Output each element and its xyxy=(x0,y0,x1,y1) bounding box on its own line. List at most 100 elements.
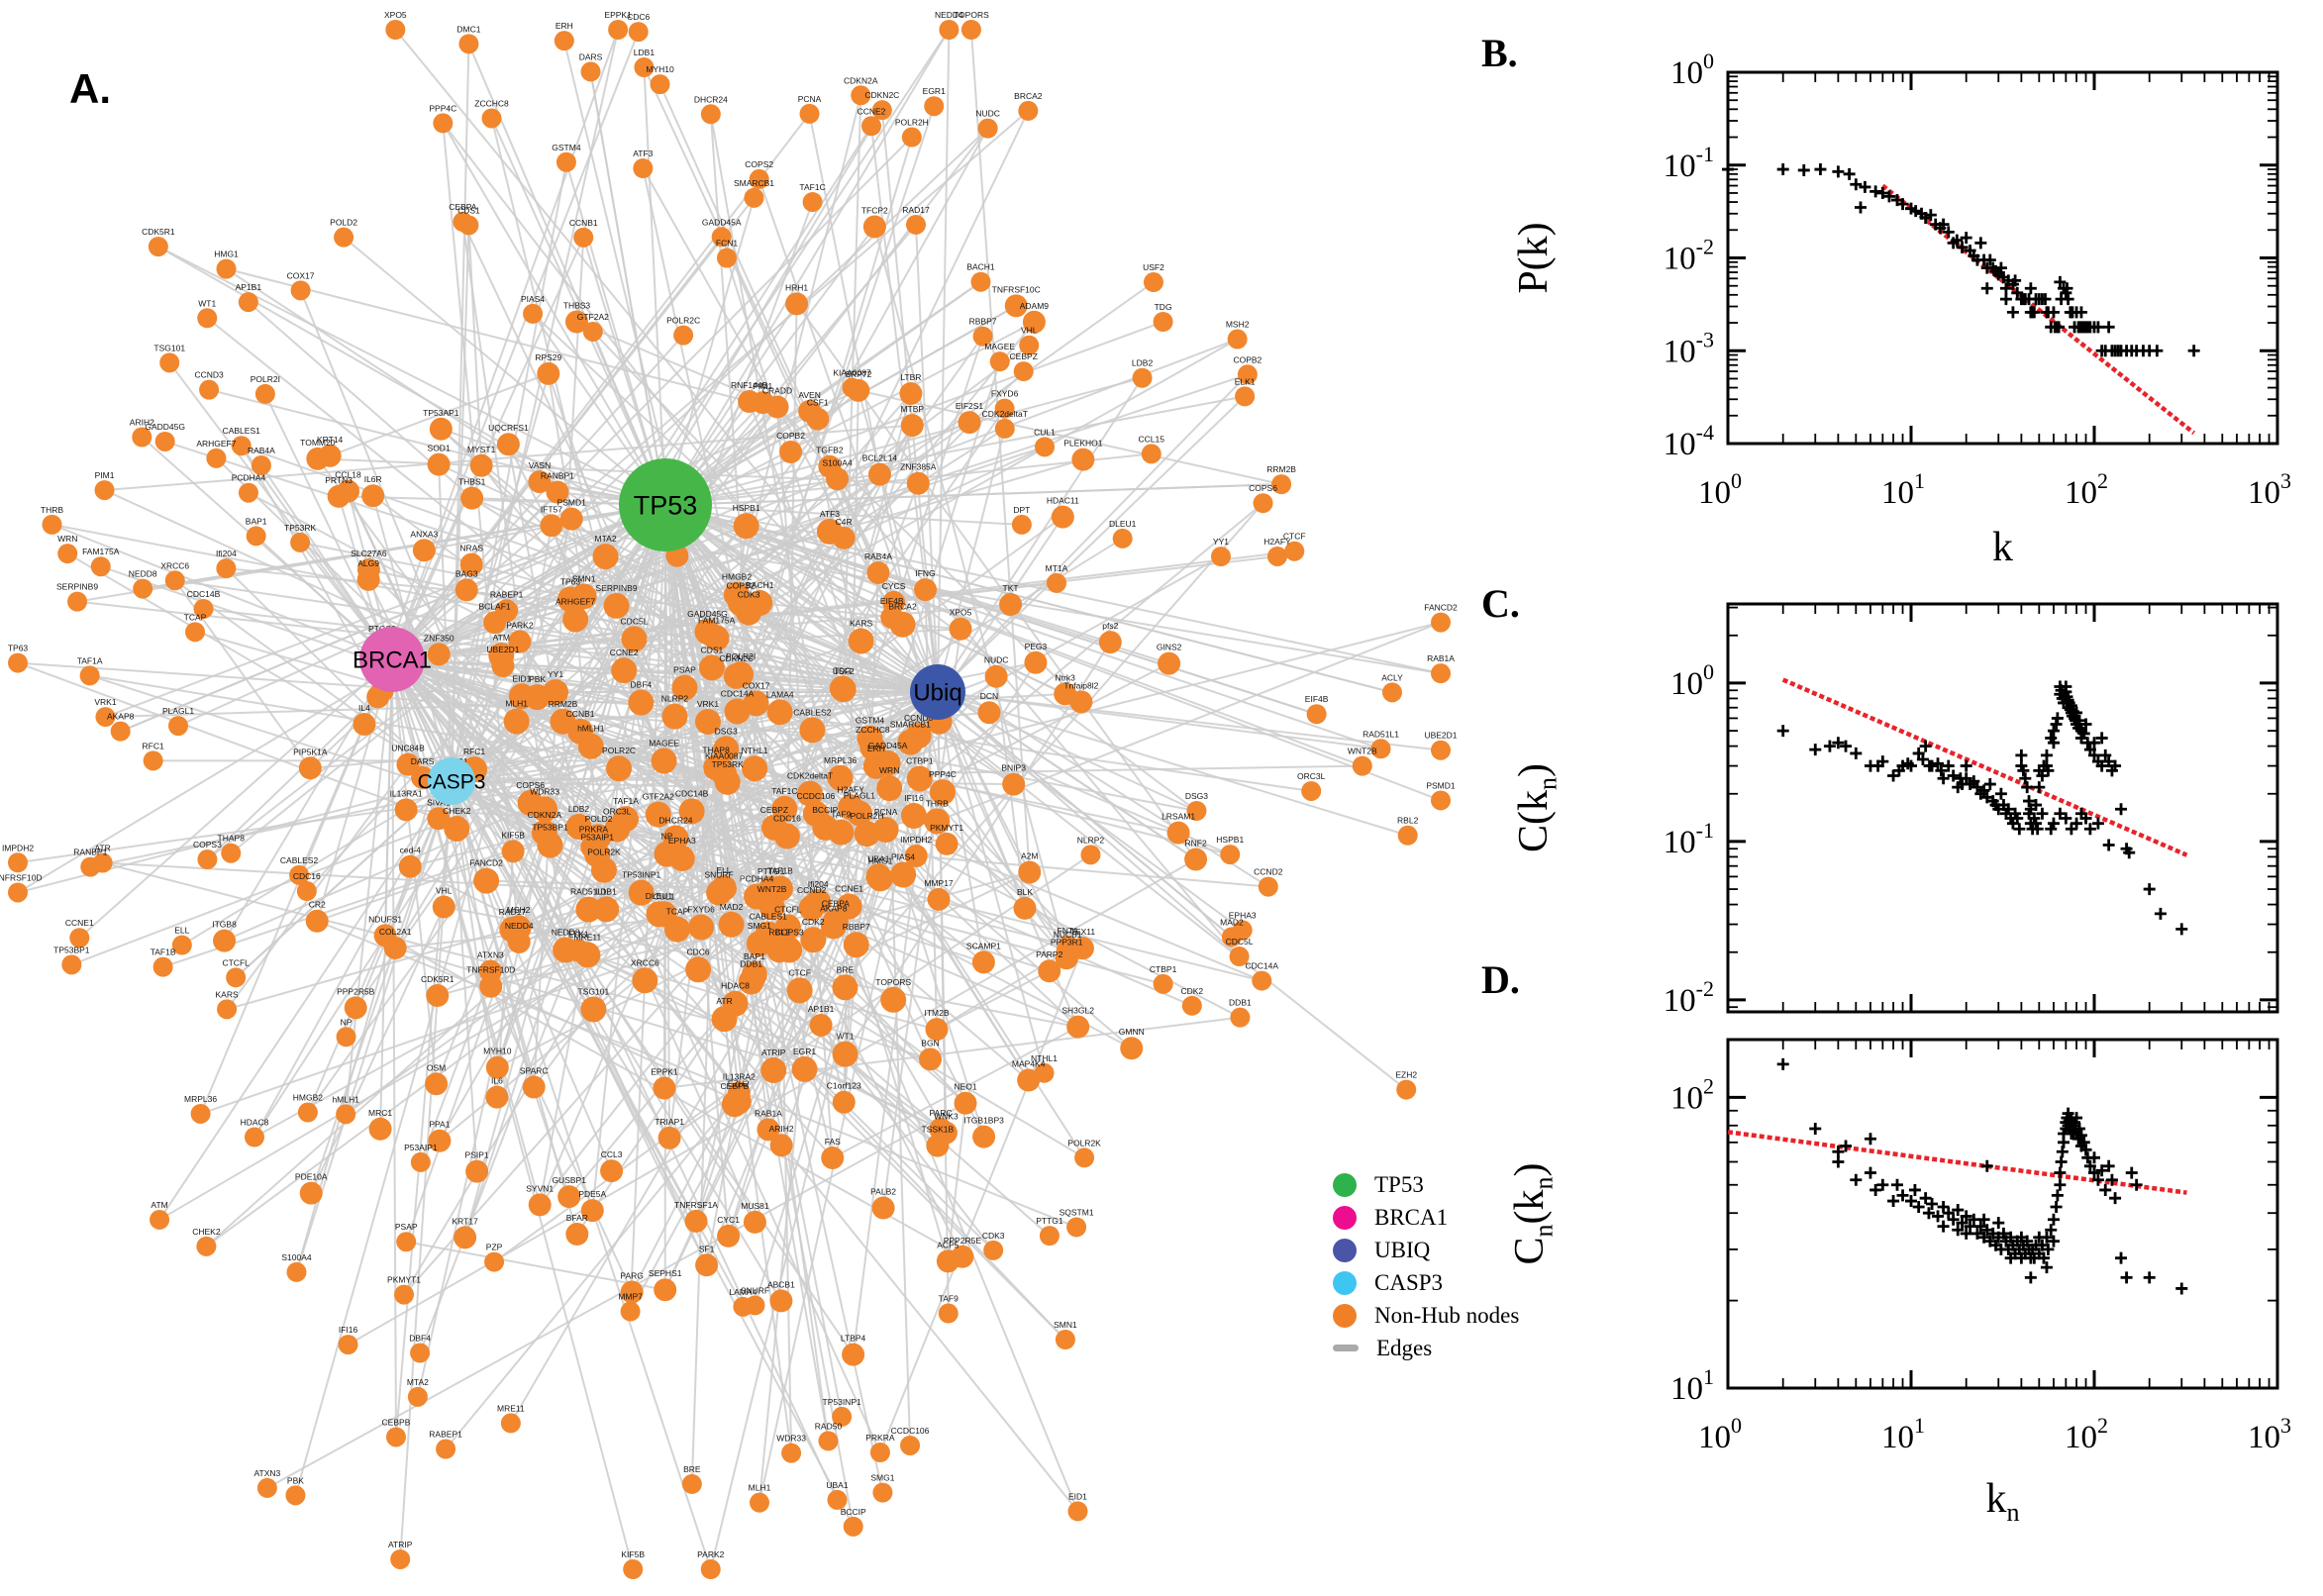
x-axis-title: kn xyxy=(1985,1476,2019,1527)
network-node-label: TP53INP1 xyxy=(622,870,660,880)
panel-d-label: D. xyxy=(1481,957,1520,1002)
network-node xyxy=(1002,772,1026,796)
data-point-marker xyxy=(1896,198,1909,211)
data-point-marker xyxy=(1942,226,1955,239)
network-node xyxy=(428,1129,452,1152)
network-node xyxy=(842,377,862,398)
network-node xyxy=(216,558,237,579)
network-node-label: LAMA4 xyxy=(729,1287,757,1297)
network-node-label: TAF1A xyxy=(613,796,639,806)
network-node-label: SQSTM1 xyxy=(1060,1207,1094,1217)
network-edge xyxy=(664,197,756,506)
data-point-marker xyxy=(2021,781,2034,794)
network-node-label: CTBP1 xyxy=(906,755,934,765)
data-point-marker xyxy=(1876,1178,1889,1191)
network-node-label: TNFRSF10D xyxy=(0,872,43,882)
network-node-label: Ntrk3 xyxy=(1056,672,1076,682)
network-node-label: TAF1C xyxy=(771,786,797,796)
network-node xyxy=(500,1413,521,1434)
network-node-label: MMP17 xyxy=(924,878,954,888)
network-node xyxy=(681,1473,702,1494)
network-node xyxy=(904,844,928,867)
network-node-label: PLEKHO1 xyxy=(1063,439,1102,449)
network-edge xyxy=(969,29,1031,873)
network-node xyxy=(394,798,418,822)
axis-tick-label: 101 xyxy=(1881,1413,1925,1455)
network-edge xyxy=(664,504,855,1528)
network-node-label: CDC14A xyxy=(1246,961,1279,971)
network-node xyxy=(760,1057,787,1084)
data-point-marker xyxy=(1937,772,1950,785)
network-node-label: CDK2 xyxy=(1180,986,1203,996)
data-point-marker xyxy=(2073,1123,2086,1136)
network-node-label: S100A4 xyxy=(822,457,853,467)
network-node-label: DLEU1 xyxy=(646,891,673,901)
network-node-label: ARIH2 xyxy=(769,1124,794,1134)
network-node-label: FXYD6 xyxy=(687,904,715,914)
network-node xyxy=(846,800,872,827)
network-node-label: TNFRSF1A xyxy=(674,1200,718,1210)
network-node-label: MRPL36 xyxy=(184,1094,217,1104)
network-node-label: RAD51L1 xyxy=(570,887,607,897)
network-node xyxy=(1054,682,1077,706)
network-node-label: TFCP2 xyxy=(861,206,888,216)
network-node xyxy=(723,662,750,689)
network-node xyxy=(465,1159,489,1183)
network-node xyxy=(1431,740,1451,760)
data-point-marker xyxy=(1809,744,1822,756)
network-node-label: ARHGEF7 xyxy=(196,439,236,449)
data-point-marker xyxy=(2102,321,2115,334)
network-node xyxy=(901,127,922,148)
network-node-label: WT1 xyxy=(837,1032,855,1042)
network-node xyxy=(924,808,951,835)
data-point-marker xyxy=(1977,784,1990,797)
x-axis-title: k xyxy=(1992,525,2013,570)
network-node-label: THAP8 xyxy=(702,745,730,754)
network-node-label: TNFRSF10D xyxy=(466,965,515,975)
network-node-label: COPB2 xyxy=(1233,354,1262,364)
network-node-label: POLR2K xyxy=(1067,1138,1101,1147)
network-edge xyxy=(168,361,393,660)
network-edge xyxy=(681,857,1163,985)
network-node-label: ERH xyxy=(867,744,885,753)
network-node xyxy=(939,20,960,40)
legend-item-tp53: TP53 xyxy=(1317,1168,1624,1201)
data-point-marker xyxy=(2077,1136,2090,1148)
network-edge xyxy=(947,1103,967,1261)
network-node-label: GADD45A xyxy=(868,741,908,750)
data-point-marker xyxy=(1980,282,1993,295)
network-node-label: GSTM4 xyxy=(552,143,581,152)
network-edge xyxy=(329,372,550,457)
network-node-label: PDE5A xyxy=(578,1189,606,1199)
data-point-marker xyxy=(2070,1112,2083,1125)
network-node xyxy=(385,1427,406,1447)
y-axis-title: P(k) xyxy=(1511,222,1557,293)
network-node xyxy=(1229,947,1250,967)
network-edge xyxy=(643,66,666,506)
network-edge xyxy=(664,376,1143,506)
hub-node-ubiq xyxy=(910,664,965,720)
network-node xyxy=(383,936,407,959)
network-node xyxy=(984,664,1008,688)
axis-labels-layer: 100 10-1 10-2 10-3 10-4 100 101 102 103 k P(k) xyxy=(1511,49,2291,570)
network-node xyxy=(779,440,803,463)
network-node xyxy=(458,34,479,54)
network-edge xyxy=(852,691,939,1355)
network-edge xyxy=(664,504,1022,526)
network-edge xyxy=(206,317,904,876)
network-node xyxy=(632,967,658,994)
network-edge xyxy=(306,780,453,1113)
network-node xyxy=(168,716,189,737)
network-node xyxy=(758,894,785,921)
axis-tick-label: 10-4 xyxy=(1664,420,1714,462)
network-node xyxy=(1235,386,1256,407)
data-point-marker xyxy=(2109,1192,2122,1205)
network-node-label: CEBPZ xyxy=(1010,351,1038,361)
network-node xyxy=(556,586,583,613)
data-point-marker xyxy=(2047,1235,2060,1247)
network-node-label: BRCA2 xyxy=(888,602,917,612)
network-node-label: AKAP8 xyxy=(820,903,848,913)
node-swatch-icon xyxy=(1333,1270,1357,1295)
network-edge xyxy=(253,780,453,1138)
network-node xyxy=(1284,541,1305,561)
